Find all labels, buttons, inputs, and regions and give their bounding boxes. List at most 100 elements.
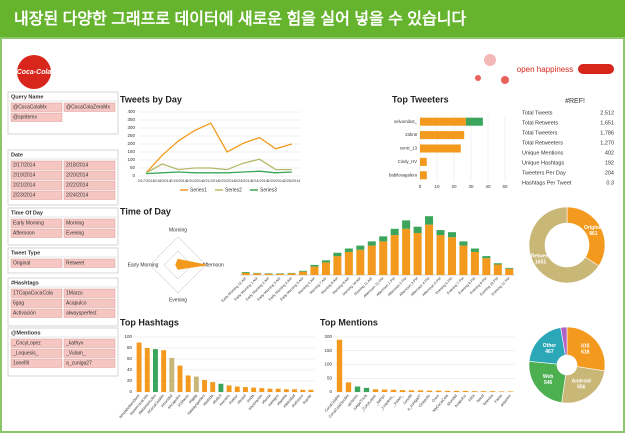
slicer-item-label[interactable]: 6gag bbox=[13, 301, 24, 307]
bar bbox=[505, 267, 514, 269]
slicer-item[interactable] bbox=[10, 358, 63, 368]
slicer-item[interactable] bbox=[10, 218, 63, 228]
slicer-item-label[interactable]: Acapulco bbox=[66, 301, 87, 307]
bar bbox=[251, 387, 257, 392]
slicer-item-label[interactable]: Early Morning bbox=[13, 221, 44, 227]
bar bbox=[276, 273, 285, 275]
slicer-item[interactable] bbox=[63, 338, 116, 348]
bar bbox=[402, 228, 411, 275]
slicer-item-label[interactable]: 2/23/2014 bbox=[13, 193, 35, 199]
slicer-item[interactable] bbox=[10, 348, 63, 358]
bar bbox=[447, 232, 456, 238]
slicer-item[interactable] bbox=[10, 180, 63, 190]
slicer-item[interactable] bbox=[63, 160, 116, 170]
stat-value: 192 bbox=[605, 160, 614, 166]
slicer-item-label[interactable]: Original bbox=[13, 261, 30, 267]
slice-label: Retweet bbox=[531, 254, 551, 260]
y-tick-label: 20 bbox=[127, 378, 133, 383]
stat-value: 1,786 bbox=[600, 130, 614, 136]
y-tick-label: 40 bbox=[127, 367, 133, 372]
slicer-item-label[interactable]: @CocaColaMx bbox=[13, 105, 47, 111]
slicer-item-label[interactable]: _kathyv bbox=[65, 341, 84, 347]
slicer-item-label[interactable]: a_zuniga27 bbox=[66, 361, 92, 367]
slicer-item-label[interactable]: alwaysperfect bbox=[66, 311, 97, 317]
x-tick-label: Mundial bbox=[446, 394, 458, 407]
bar bbox=[426, 390, 433, 392]
bar bbox=[420, 131, 465, 140]
slicer-item[interactable] bbox=[10, 170, 63, 180]
slogan: open happiness bbox=[517, 65, 574, 74]
slicer-item-label[interactable]: 2/21/2014 bbox=[13, 183, 35, 189]
slicer-item-label[interactable]: 1TCopaCocaCola bbox=[13, 291, 53, 297]
bar bbox=[470, 248, 479, 252]
decor bbox=[501, 76, 509, 84]
bar bbox=[413, 233, 422, 275]
slicer-item[interactable] bbox=[10, 190, 63, 200]
slicer-item-label[interactable]: @CocaColaZeroMx bbox=[66, 105, 110, 111]
slicer-item[interactable] bbox=[10, 338, 63, 348]
slicer-item[interactable] bbox=[10, 308, 63, 318]
slicer-item-label[interactable]: Activación bbox=[13, 311, 36, 317]
slicer-item-label[interactable]: 1Marzo bbox=[66, 291, 83, 297]
slicer-item-label[interactable]: 2/18/2014 bbox=[66, 163, 88, 169]
x-tick-label: 20 bbox=[451, 184, 457, 189]
slicer-item-label[interactable]: _CocyLopez bbox=[12, 341, 41, 347]
stat-value: 402 bbox=[605, 150, 614, 156]
header-bar bbox=[0, 0, 625, 38]
bar bbox=[462, 390, 469, 392]
slicer-item[interactable] bbox=[63, 102, 116, 112]
slicer-item[interactable] bbox=[10, 112, 63, 122]
bar bbox=[300, 389, 306, 392]
slicer-item-label[interactable]: Morning bbox=[66, 221, 84, 227]
slice-value: 618 bbox=[581, 350, 590, 356]
slicer-item-label[interactable]: _Loquesis_ bbox=[12, 351, 39, 357]
slice-label: Web bbox=[543, 374, 553, 380]
bar bbox=[283, 389, 289, 392]
slicer-item[interactable] bbox=[63, 170, 116, 180]
bar bbox=[356, 249, 365, 275]
slicer-item[interactable] bbox=[10, 258, 63, 268]
slicer-item-label[interactable]: Afternoon bbox=[13, 231, 35, 237]
chart-title: Top Tweeters bbox=[392, 94, 449, 104]
slicer-item-label[interactable]: 2/24/2014 bbox=[66, 193, 88, 199]
slicer-item[interactable] bbox=[63, 308, 116, 318]
slicer-title: #Hashtags bbox=[11, 280, 39, 286]
bar bbox=[379, 241, 388, 275]
slicer-item[interactable] bbox=[10, 298, 63, 308]
slicer-item[interactable] bbox=[63, 228, 116, 238]
x-tick-label: 2/18/2014 bbox=[154, 179, 171, 183]
slicer-item[interactable] bbox=[63, 348, 116, 358]
x-tick-label: #fiesta bbox=[261, 393, 272, 405]
bar bbox=[381, 389, 388, 392]
slicer-item-label[interactable]: @spritemx bbox=[13, 115, 37, 121]
slicer-item-label[interactable]: 2/17/2014 bbox=[13, 163, 35, 169]
slicer-item-label[interactable]: 2/20/2014 bbox=[66, 173, 88, 179]
slicer-item[interactable] bbox=[63, 218, 116, 228]
bar bbox=[202, 379, 207, 392]
slicer-item[interactable] bbox=[10, 228, 63, 238]
x-tick-label: 2/19/2014 bbox=[170, 179, 187, 183]
bar bbox=[489, 391, 496, 392]
slicer-item-label[interactable]: Evening bbox=[66, 231, 84, 237]
slicer-item[interactable] bbox=[10, 288, 63, 298]
slicer-item-label[interactable]: Retweet bbox=[66, 261, 85, 267]
bar bbox=[480, 391, 487, 392]
slicer-item-label[interactable]: 2/22/2014 bbox=[66, 183, 88, 189]
slicer-item-label[interactable]: 1onefill bbox=[13, 361, 29, 367]
y-tick-label: sonic_13 bbox=[400, 146, 418, 151]
bar bbox=[399, 390, 406, 392]
slicer-item[interactable] bbox=[63, 298, 116, 308]
slicer-item[interactable] bbox=[63, 190, 116, 200]
bar bbox=[408, 390, 415, 392]
y-tick-label: 100 bbox=[324, 362, 332, 367]
slicer-item-label[interactable]: _Vulam_ bbox=[65, 351, 86, 357]
slicer-item[interactable] bbox=[63, 288, 116, 298]
slicer-item[interactable] bbox=[63, 358, 116, 368]
slicer-item[interactable] bbox=[10, 160, 63, 170]
slicer-item[interactable] bbox=[10, 102, 63, 112]
x-tick-label: 2/20/2014 bbox=[186, 179, 203, 183]
y-tick-label: 200 bbox=[324, 334, 332, 339]
slicer-item-label[interactable]: 2/19/2014 bbox=[13, 173, 35, 179]
slicer-item[interactable] bbox=[63, 258, 116, 268]
slicer-item[interactable] bbox=[63, 180, 116, 190]
